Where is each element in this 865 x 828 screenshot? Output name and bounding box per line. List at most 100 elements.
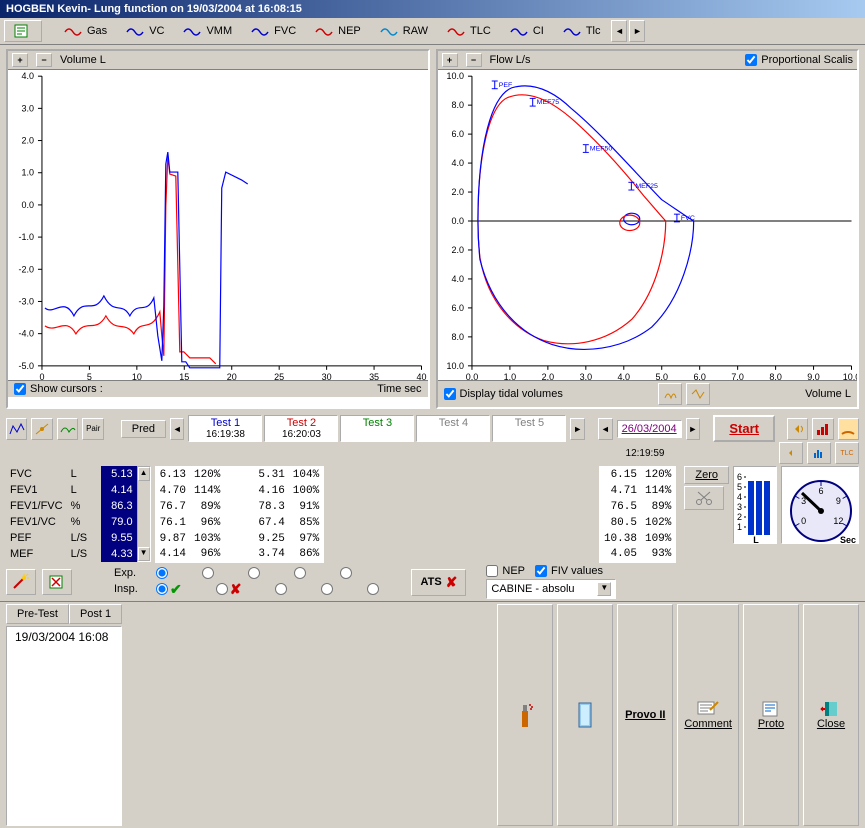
provo-button[interactable]: Provo II xyxy=(617,604,673,826)
svg-text:25: 25 xyxy=(274,372,284,380)
table-row: 6.15120% xyxy=(599,467,675,483)
test-block-test4[interactable]: Test 4 xyxy=(416,415,490,442)
toolbar-tlc[interactable]: TLC xyxy=(437,20,500,42)
svg-text:3: 3 xyxy=(737,502,742,512)
toolbar-gas[interactable]: Gas xyxy=(54,20,116,42)
tool-delete[interactable] xyxy=(42,569,72,595)
toolbar-scroll-right[interactable]: ► xyxy=(629,20,645,42)
svg-text:2.0: 2.0 xyxy=(451,245,463,255)
svg-text:4.0: 4.0 xyxy=(617,372,629,380)
svg-text:-1.0: -1.0 xyxy=(19,232,34,242)
toolbar-ci[interactable]: CI xyxy=(500,20,553,42)
zoom-out-icon[interactable]: − xyxy=(36,53,52,67)
show-cursors-checkbox[interactable]: Show cursors : xyxy=(14,383,103,395)
tool-mini-chart[interactable] xyxy=(807,442,831,464)
toolbar-scroll-left[interactable]: ◄ xyxy=(611,20,627,42)
test-date[interactable]: 26/03/2004 xyxy=(617,420,682,438)
zoom-in-icon[interactable]: + xyxy=(442,53,458,67)
tool-wand[interactable] xyxy=(6,569,36,595)
chart-right-title: Flow L/s xyxy=(490,54,531,66)
svg-text:0.0: 0.0 xyxy=(465,372,477,380)
table-row: 4.70114%4.16100% xyxy=(155,483,324,499)
close-label: Close xyxy=(817,718,845,730)
zoom-in-icon[interactable]: + xyxy=(12,53,28,67)
mid-btn-2[interactable] xyxy=(31,418,52,440)
tool-sound-2[interactable] xyxy=(779,442,803,464)
chevron-down-icon[interactable]: ▼ xyxy=(597,582,611,596)
tool-arc[interactable] xyxy=(838,418,859,440)
svg-text:4: 4 xyxy=(737,492,742,502)
proportional-scalis-checkbox[interactable]: Proportional Scalis xyxy=(745,54,853,66)
exp-radio-1[interactable] xyxy=(156,567,168,579)
insp-radio-3[interactable] xyxy=(275,583,287,595)
tab-post1[interactable]: Post 1 xyxy=(69,604,122,624)
svg-text:10.0: 10.0 xyxy=(842,372,857,380)
start-button[interactable]: Start xyxy=(713,415,775,442)
chart-tool-2[interactable] xyxy=(686,383,710,405)
toolbar-raw[interactable]: RAW xyxy=(370,20,437,42)
insp-radio-2[interactable] xyxy=(216,583,228,595)
ats-cross-icon: ✘ xyxy=(446,574,458,591)
table-row: 9.87103%9.2597% xyxy=(155,531,324,547)
exp-radio-3[interactable] xyxy=(248,567,260,579)
svg-text:-4.0: -4.0 xyxy=(19,329,34,339)
tests-scroll-left[interactable]: ◄ xyxy=(170,418,184,440)
toolbar-fvc[interactable]: FVC xyxy=(241,20,305,42)
tool-sound[interactable] xyxy=(787,418,808,440)
toolbar-vmm[interactable]: VMM xyxy=(173,20,241,42)
insp-radio-4[interactable] xyxy=(321,583,333,595)
svg-text:L: L xyxy=(753,535,759,545)
mid-btn-1[interactable] xyxy=(6,418,27,440)
door-button[interactable] xyxy=(557,604,613,826)
spray-button[interactable] xyxy=(497,604,553,826)
exp-radio-5[interactable] xyxy=(340,567,352,579)
pred-button[interactable]: Pred xyxy=(121,420,166,438)
svg-text:1.0: 1.0 xyxy=(503,372,515,380)
svg-text:0: 0 xyxy=(801,516,806,526)
zoom-out-icon[interactable]: − xyxy=(466,53,482,67)
svg-text:10.0: 10.0 xyxy=(446,71,463,81)
exp-radio-2[interactable] xyxy=(202,567,214,579)
proportional-scalis-label: Proportional Scalis xyxy=(761,54,853,66)
scissors-button[interactable] xyxy=(684,486,724,510)
svg-text:7.0: 7.0 xyxy=(731,372,743,380)
date-prev[interactable]: ◄ xyxy=(598,418,612,440)
date-next[interactable]: ► xyxy=(686,418,700,440)
exp-radio-4[interactable] xyxy=(294,567,306,579)
flow-volume-chart: + − Flow L/s Proportional Scalis 10.08.0… xyxy=(436,49,860,409)
toolbar-tlc2[interactable]: Tlc xyxy=(553,20,610,42)
insp-radio-5[interactable] xyxy=(367,583,379,595)
pred-scrollbar[interactable]: ▲▼ xyxy=(137,466,151,562)
test-block-test1[interactable]: Test 116:19:38 xyxy=(188,415,262,442)
svg-text:-5.0: -5.0 xyxy=(19,361,34,371)
svg-text:15: 15 xyxy=(179,372,189,380)
toolbar-vc[interactable]: VC xyxy=(116,20,173,42)
tool-chart-red[interactable] xyxy=(812,418,833,440)
tests-scroll-right[interactable]: ► xyxy=(570,418,584,440)
display-tidal-checkbox[interactable]: Display tidal volumes xyxy=(444,388,563,400)
toolbar-nep[interactable]: NEP xyxy=(305,20,370,42)
chart-tool-1[interactable] xyxy=(658,383,682,405)
svg-text:20: 20 xyxy=(227,372,237,380)
cabine-combo[interactable]: CABINE - absolu ▼ xyxy=(486,579,616,599)
ats-button[interactable]: ATS ✘ xyxy=(411,569,466,596)
param-row: MEFL/S4.33 xyxy=(6,546,137,562)
nep-checkbox[interactable]: NEP xyxy=(486,565,525,577)
test-block-test2[interactable]: Test 216:20:03 xyxy=(264,415,338,442)
param-names-table: FVCL5.13FEV1L4.14FEV1/FVC%86.3FEV1/VC%79… xyxy=(6,466,137,562)
cross-icon: ✘ xyxy=(230,581,242,598)
close-button[interactable]: Close xyxy=(803,604,859,826)
comment-button[interactable]: Comment xyxy=(677,604,739,826)
mid-btn-pair[interactable]: Pair xyxy=(82,418,103,440)
proto-button[interactable]: Proto xyxy=(743,604,799,826)
mid-btn-3[interactable] xyxy=(57,418,78,440)
fiv-checkbox[interactable]: FIV values xyxy=(535,565,603,577)
test-block-test3[interactable]: Test 3 xyxy=(340,415,414,442)
zero-button[interactable]: Zero xyxy=(684,466,729,484)
tool-tlc-icon[interactable]: TLC xyxy=(835,442,859,464)
toolbar-doc-icon[interactable] xyxy=(4,20,42,42)
test-block-test5[interactable]: Test 5 xyxy=(492,415,566,442)
svg-text:9.0: 9.0 xyxy=(807,372,819,380)
insp-radio-1[interactable] xyxy=(156,583,168,595)
tab-pretest[interactable]: Pre-Test xyxy=(6,604,69,624)
